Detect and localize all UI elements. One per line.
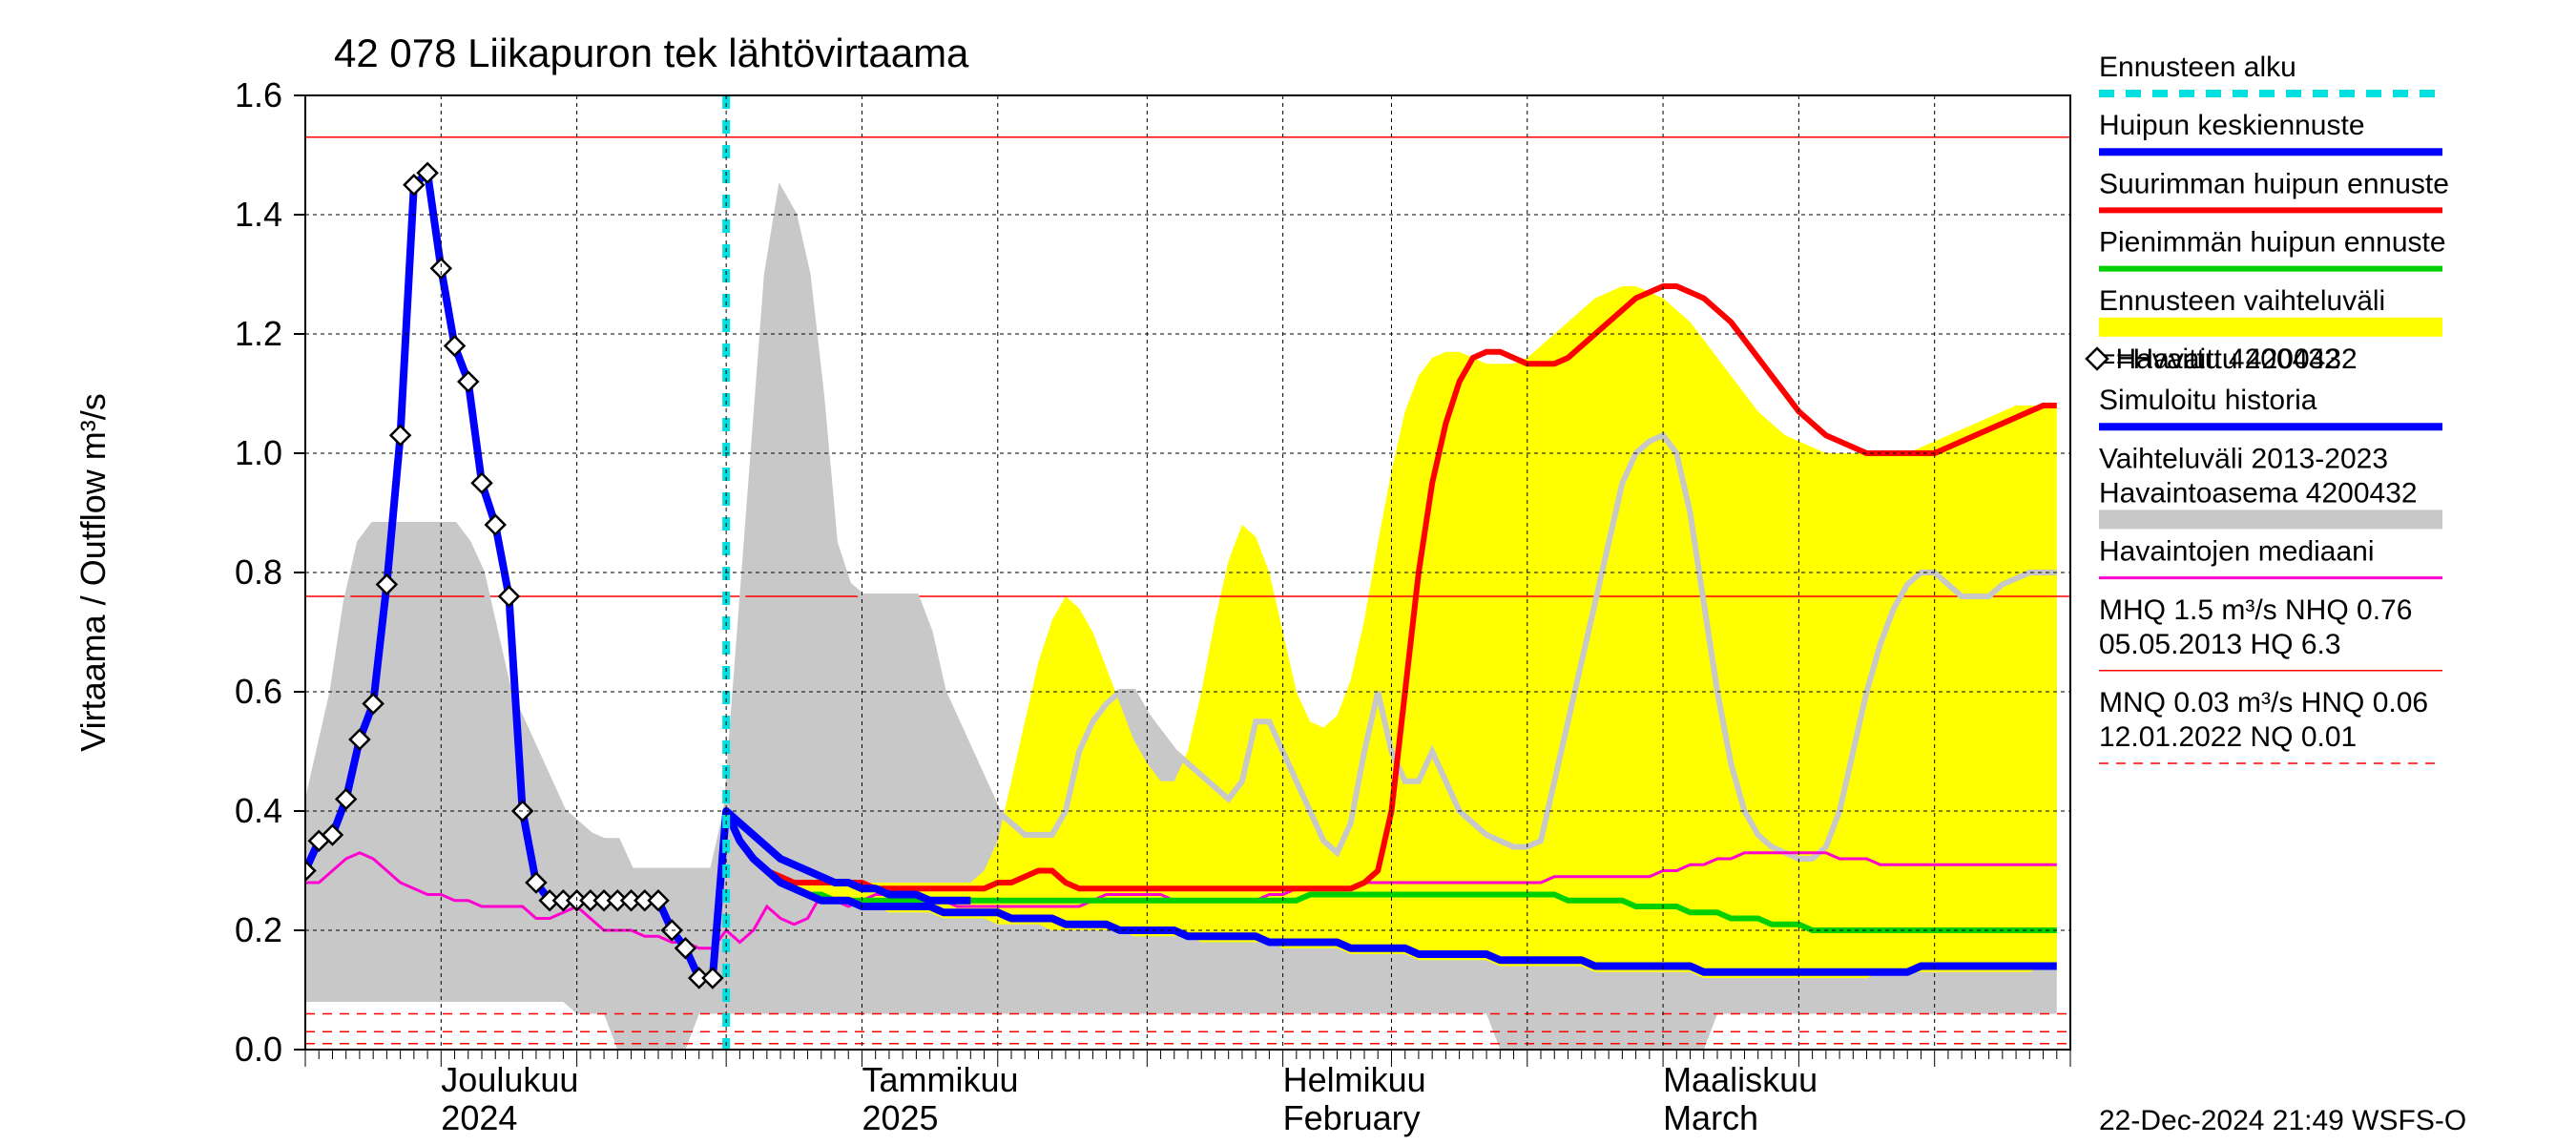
- svg-text:March: March: [1663, 1098, 1758, 1137]
- svg-text:42 078 Liikapuron tek lähtövir: 42 078 Liikapuron tek lähtövirtaama: [334, 31, 969, 75]
- svg-text:0.6: 0.6: [235, 672, 282, 711]
- svg-text:=Havaittu 4200432: =Havaittu 4200432: [2116, 344, 2358, 375]
- svg-text:2025: 2025: [862, 1098, 938, 1137]
- svg-text:1.4: 1.4: [235, 195, 282, 234]
- svg-text:12.01.2022 NQ 0.01: 12.01.2022 NQ 0.01: [2099, 721, 2357, 753]
- svg-text:0.2: 0.2: [235, 910, 282, 949]
- svg-text:0.0: 0.0: [235, 1030, 282, 1069]
- svg-text:Pienimmän huipun ennuste: Pienimmän huipun ennuste: [2099, 227, 2446, 259]
- svg-text:Joulukuu: Joulukuu: [441, 1060, 578, 1099]
- svg-text:Vaihteluväli 2013-2023: Vaihteluväli 2013-2023: [2099, 443, 2388, 474]
- svg-text:Ennusteen alku: Ennusteen alku: [2099, 52, 2296, 83]
- svg-text:Ennusteen vaihteluväli: Ennusteen vaihteluväli: [2099, 285, 2385, 317]
- svg-text:0.8: 0.8: [235, 552, 282, 592]
- chart-svg: 0.0 0.2 0.4 0.6 0.8 1.0 1.2 1.4 1.6 Virtaama / Ou…: [0, 0, 2576, 1145]
- svg-text:2024: 2024: [441, 1098, 517, 1137]
- svg-text:05.05.2013 HQ 6.3: 05.05.2013 HQ 6.3: [2099, 629, 2341, 660]
- svg-text:Maaliskuu: Maaliskuu: [1663, 1060, 1818, 1099]
- svg-text:MNQ 0.03 m³/s HNQ 0.06: MNQ 0.03 m³/s HNQ 0.06: [2099, 687, 2428, 718]
- svg-text:1.6: 1.6: [235, 75, 282, 114]
- svg-text:1.2: 1.2: [235, 314, 282, 353]
- chart-container: 0.0 0.2 0.4 0.6 0.8 1.0 1.2 1.4 1.6 Virtaama / Ou…: [0, 0, 2576, 1145]
- svg-text:Havaintoasema 4200432: Havaintoasema 4200432: [2099, 477, 2418, 509]
- svg-text:MHQ 1.5 m³/s NHQ 0.76: MHQ 1.5 m³/s NHQ 0.76: [2099, 594, 2412, 626]
- svg-text:Simuloitu historia: Simuloitu historia: [2099, 385, 2317, 416]
- svg-text:Suurimman huipun ennuste: Suurimman huipun ennuste: [2099, 168, 2449, 199]
- svg-text:Virtaama / Outflow m³/s: Virtaama / Outflow m³/s: [73, 393, 113, 751]
- svg-text:Havaintojen mediaani: Havaintojen mediaani: [2099, 536, 2375, 568]
- svg-text:22-Dec-2024 21:49 WSFS-O: 22-Dec-2024 21:49 WSFS-O: [2099, 1105, 2466, 1136]
- svg-text:0.4: 0.4: [235, 791, 282, 830]
- svg-text:Helmikuu: Helmikuu: [1283, 1060, 1426, 1099]
- svg-text:1.0: 1.0: [235, 433, 282, 472]
- svg-text:Huipun keskiennuste: Huipun keskiennuste: [2099, 110, 2365, 141]
- svg-text:Tammikuu: Tammikuu: [862, 1060, 1018, 1099]
- svg-text:February: February: [1283, 1098, 1421, 1137]
